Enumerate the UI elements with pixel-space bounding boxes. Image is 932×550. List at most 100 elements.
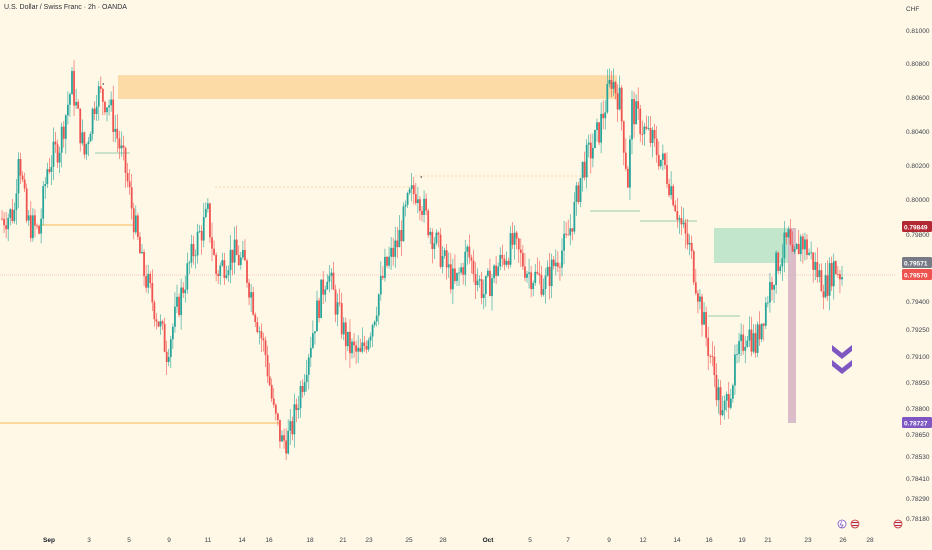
candle-body <box>703 312 705 325</box>
candle-body <box>153 302 156 320</box>
candle-body <box>431 231 434 249</box>
candle-body <box>783 232 786 259</box>
candle-body <box>89 133 92 142</box>
price-tick-label: 0.80400 <box>906 129 930 136</box>
candle-body <box>581 161 584 179</box>
candle-body <box>629 139 631 188</box>
candle-body <box>161 321 164 324</box>
candle-body <box>526 273 528 278</box>
candle-body <box>429 231 432 236</box>
candle-body <box>587 142 590 145</box>
candle-body <box>577 185 580 203</box>
candle-body <box>85 144 88 155</box>
candle-body <box>552 259 555 267</box>
candle-body <box>707 337 710 356</box>
candle-body <box>476 280 479 285</box>
us-flag-icon[interactable] <box>893 519 903 529</box>
price-tick-label: 0.79250 <box>906 327 930 334</box>
candle-body <box>686 233 689 245</box>
candle-body <box>750 329 753 352</box>
candle-body <box>832 261 835 287</box>
candle-body <box>711 356 714 358</box>
candle-body <box>262 338 265 341</box>
event-icons[interactable] <box>837 519 903 529</box>
candle-body <box>184 289 187 294</box>
candle-body <box>563 233 565 251</box>
candle-body <box>301 386 304 392</box>
candle-body <box>727 394 730 408</box>
candle-body <box>163 323 166 352</box>
candle-body <box>565 233 568 235</box>
time-tick-label: 14 <box>673 537 681 544</box>
candle-body <box>54 141 57 145</box>
candle-body <box>1 218 3 220</box>
candle-body <box>157 321 160 327</box>
candle-body <box>760 323 763 340</box>
candle-body <box>260 331 263 339</box>
candle-body <box>725 394 728 401</box>
time-tick-label: 3 <box>87 537 91 544</box>
candle-body <box>322 279 325 295</box>
candle-body <box>505 260 508 265</box>
candle-body <box>21 175 24 180</box>
candle-body <box>155 319 158 322</box>
candle-body <box>631 99 633 140</box>
price-tick-label: 0.79800 <box>906 232 930 239</box>
candle-body <box>705 312 708 338</box>
time-tick-label: 23 <box>365 537 373 544</box>
candle-body <box>591 147 594 159</box>
candle-body <box>328 275 331 282</box>
candle-body <box>145 276 148 288</box>
candle-body <box>486 270 489 276</box>
candle-body <box>270 384 273 399</box>
candle-body <box>204 208 207 218</box>
candle-body <box>169 339 172 357</box>
candle-body <box>309 347 312 358</box>
candle-body <box>519 249 522 253</box>
candle-body <box>202 217 205 241</box>
candle-body <box>338 302 341 304</box>
candle-body <box>736 354 738 355</box>
candle-body <box>606 83 609 113</box>
candle-body <box>635 101 638 125</box>
candle-body <box>223 260 226 278</box>
candle-body <box>13 209 16 222</box>
candle-body <box>17 159 20 194</box>
price-badge <box>902 269 932 280</box>
time-tick-label: 26 <box>839 537 847 544</box>
candle-body <box>688 242 691 245</box>
candle-body <box>314 331 316 334</box>
candle-body <box>583 161 586 178</box>
candle-body <box>600 113 603 143</box>
candle-body <box>363 342 366 346</box>
candle-body <box>410 185 413 190</box>
candle-body <box>822 291 825 298</box>
candle-body <box>149 273 152 284</box>
time-tick-label: 5 <box>528 537 532 544</box>
candle-body <box>349 331 351 354</box>
candle-body <box>696 293 699 302</box>
us-flag-icon[interactable] <box>850 519 860 529</box>
supply-zone <box>118 76 617 99</box>
candle-body <box>340 303 343 335</box>
candle-body <box>289 421 292 431</box>
candle-body <box>589 142 592 159</box>
candle-body <box>742 334 745 351</box>
candle-body <box>624 152 627 169</box>
candle-body <box>396 240 399 248</box>
candle-body <box>394 240 397 257</box>
candle-body <box>666 165 668 184</box>
candle-body <box>38 225 40 234</box>
candle-body <box>801 236 804 250</box>
candle-body <box>361 342 364 352</box>
line-tag: ◂ <box>420 174 422 179</box>
flash-event-icon[interactable] <box>837 519 847 529</box>
candle-body <box>604 112 607 119</box>
candle-body <box>596 122 598 131</box>
candle-body <box>215 254 218 274</box>
candle-body <box>128 181 131 188</box>
price-tick-label: 0.78180 <box>906 516 930 523</box>
candle-body <box>239 257 242 266</box>
candle-body <box>544 275 547 290</box>
